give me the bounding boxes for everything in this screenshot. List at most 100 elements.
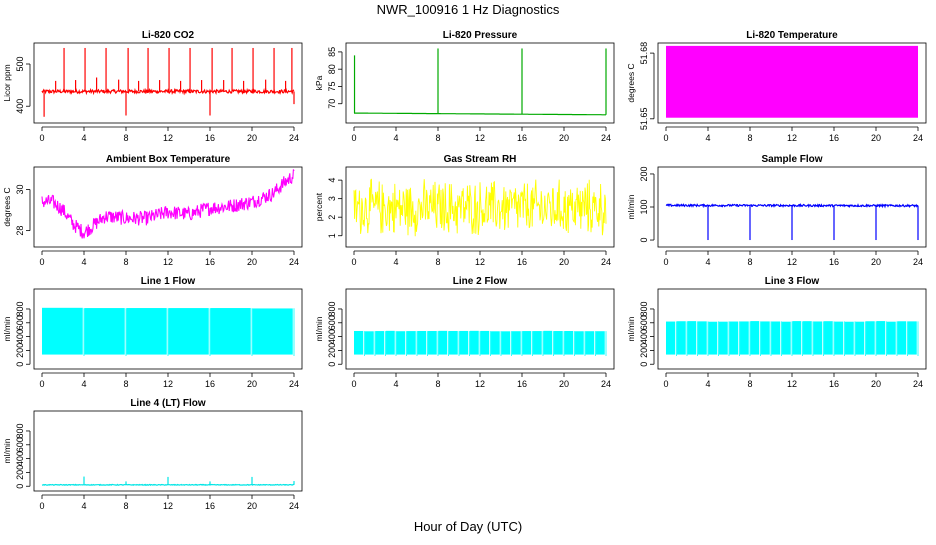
flow-band-segment bbox=[897, 321, 907, 355]
x-tick-label: 16 bbox=[517, 133, 527, 143]
y-tick-label: 51.65 bbox=[639, 108, 649, 131]
flow-band-segment bbox=[210, 308, 251, 355]
x-tick-label: 12 bbox=[163, 257, 173, 267]
x-tick-label: 0 bbox=[663, 133, 668, 143]
series-line bbox=[41, 169, 295, 239]
x-tick-label: 12 bbox=[163, 133, 173, 143]
panel-title: Sample Flow bbox=[761, 154, 822, 165]
y-tick-label: 800 bbox=[15, 301, 25, 316]
y-tick-label: 600 bbox=[15, 315, 25, 330]
y-axis-label: ml/min bbox=[626, 316, 636, 341]
x-tick-label: 0 bbox=[39, 257, 44, 267]
x-tick-label: 8 bbox=[123, 379, 128, 389]
plot-frame bbox=[33, 410, 303, 492]
y-tick-label: 30 bbox=[15, 185, 25, 195]
x-tick-label: 0 bbox=[351, 133, 356, 143]
x-tick-label: 24 bbox=[601, 133, 611, 143]
y-tick-label: 600 bbox=[15, 437, 25, 452]
flow-band-segment bbox=[84, 308, 125, 355]
series-group bbox=[666, 45, 918, 118]
x-axis: 0 4 8 12 16 20 24 bbox=[351, 372, 611, 389]
series-group bbox=[353, 48, 607, 116]
x-tick-label: 4 bbox=[705, 379, 710, 389]
flow-band-segment bbox=[470, 330, 479, 355]
panel-title: Line 1 Flow bbox=[141, 276, 196, 287]
flow-band-segment bbox=[750, 321, 760, 355]
flow-band-segment bbox=[782, 321, 791, 355]
y-tick-label: 28 bbox=[15, 226, 25, 236]
flow-band-segment bbox=[585, 331, 595, 355]
plot-frame bbox=[657, 288, 927, 370]
x-tick-label: 4 bbox=[81, 133, 86, 143]
y-tick-label: 500 bbox=[15, 56, 25, 71]
x-tick-label: 24 bbox=[289, 501, 299, 511]
chart-panel-6: Sample Flow 0 4 8 12 16 20 24 0 100 200 ml/min bbox=[626, 154, 927, 267]
chart-panel-10: Line 4 (LT) Flow 0 4 8 12 16 20 24 0 200400600800… bbox=[2, 398, 303, 511]
flow-band-segment bbox=[543, 330, 553, 355]
chart-panel-3: Li-820 Temperature 0 4 8 12 16 20 24 51.65 51.68d… bbox=[626, 30, 927, 143]
x-tick-label: 8 bbox=[747, 379, 752, 389]
figure-title: NWR_100916 1 Hz Diagnostics bbox=[377, 2, 560, 17]
x-tick-label: 20 bbox=[871, 133, 881, 143]
x-tick-label: 12 bbox=[787, 133, 797, 143]
flow-band-segment bbox=[729, 321, 739, 355]
x-tick-label: 4 bbox=[705, 257, 710, 267]
x-tick-label: 20 bbox=[247, 379, 257, 389]
flow-band-segment bbox=[480, 330, 490, 355]
x-tick-label: 0 bbox=[39, 379, 44, 389]
flow-band-segment bbox=[908, 321, 917, 355]
chart-panel-7: Line 1 Flow 0 4 8 12 16 20 24 0 200400600800ml/mi… bbox=[2, 276, 303, 389]
x-tick-label: 24 bbox=[913, 257, 923, 267]
y-tick-label: 800 bbox=[639, 301, 649, 316]
x-tick-label: 20 bbox=[559, 257, 569, 267]
chart-panel-2: Li-820 Pressure 0 4 8 12 16 20 24 70 75 80 85 kPa bbox=[314, 30, 615, 143]
x-tick-label: 8 bbox=[747, 257, 752, 267]
flow-band-segment bbox=[719, 321, 728, 355]
y-tick-label: 200 bbox=[639, 343, 649, 358]
x-axis: 0 4 8 12 16 20 24 bbox=[351, 126, 611, 143]
plot-frame bbox=[345, 42, 615, 124]
y-tick-label: 400 bbox=[15, 99, 25, 114]
flow-band-segment bbox=[501, 331, 511, 355]
flow-band-segment bbox=[876, 321, 886, 355]
series-line bbox=[354, 112, 606, 116]
x-axis: 0 4 8 12 16 20 24 bbox=[39, 250, 299, 267]
y-tick-label: 4 bbox=[327, 178, 337, 183]
x-tick-label: 16 bbox=[829, 257, 839, 267]
x-axis: 0 4 8 12 16 20 24 bbox=[663, 126, 923, 143]
y-tick-label: 3 bbox=[327, 196, 337, 201]
y-tick-label: 0 bbox=[327, 362, 337, 367]
x-axis: 0 4 8 12 16 20 24 bbox=[39, 126, 299, 143]
x-tick-label: 4 bbox=[81, 501, 86, 511]
x-tick-label: 24 bbox=[289, 133, 299, 143]
series-group bbox=[353, 178, 607, 237]
x-tick-label: 8 bbox=[747, 133, 752, 143]
x-tick-label: 4 bbox=[393, 133, 398, 143]
x-tick-label: 20 bbox=[247, 133, 257, 143]
x-tick-label: 8 bbox=[123, 257, 128, 267]
x-tick-label: 24 bbox=[289, 379, 299, 389]
x-tick-label: 20 bbox=[247, 501, 257, 511]
y-tick-label: 0 bbox=[15, 484, 25, 489]
series-group bbox=[42, 307, 295, 356]
x-tick-label: 8 bbox=[435, 379, 440, 389]
y-axis-label: kPa bbox=[314, 75, 324, 90]
x-tick-label: 24 bbox=[601, 257, 611, 267]
x-tick-label: 12 bbox=[787, 257, 797, 267]
series-group bbox=[665, 203, 919, 241]
y-tick-label: 600 bbox=[327, 315, 337, 330]
chart-panel-8: Line 2 Flow 0 4 8 12 16 20 24 0 200400600800ml/mi… bbox=[314, 276, 615, 389]
x-tick-label: 20 bbox=[871, 379, 881, 389]
y-axis-label: degrees C bbox=[2, 187, 12, 226]
figure-xlabel: Hour of Day (UTC) bbox=[414, 519, 522, 534]
x-tick-label: 4 bbox=[81, 379, 86, 389]
x-tick-label: 20 bbox=[871, 257, 881, 267]
x-tick-label: 0 bbox=[39, 501, 44, 511]
plot-frame bbox=[345, 288, 615, 370]
y-tick-label: 200 bbox=[327, 343, 337, 358]
y-tick-label: 85 bbox=[327, 47, 337, 57]
